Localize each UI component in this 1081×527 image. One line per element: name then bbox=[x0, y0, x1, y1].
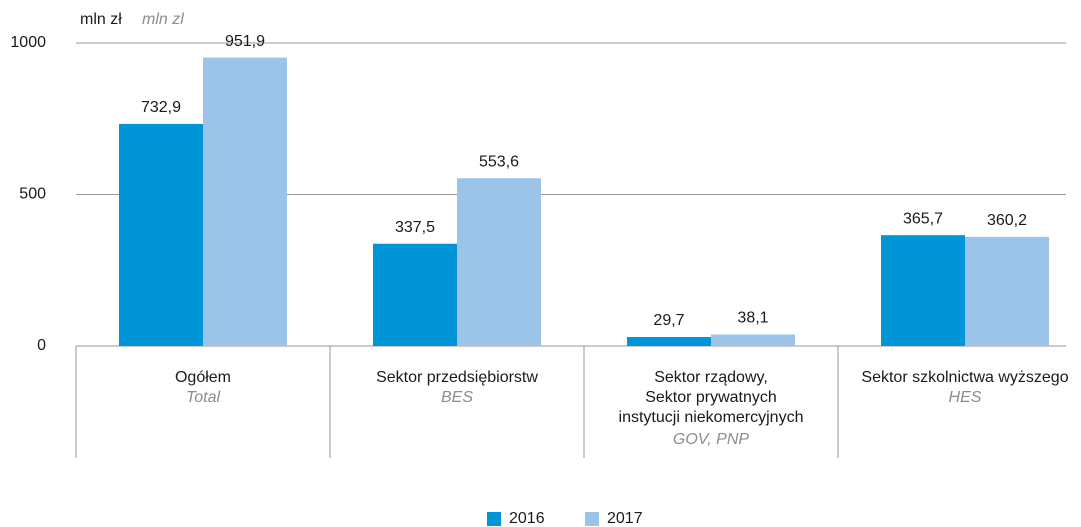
bar bbox=[881, 235, 965, 346]
value-label: 337,5 bbox=[395, 219, 435, 236]
y-unit: mln zł bbox=[80, 11, 122, 28]
x-tick-label: instytucji niekomercyjnych bbox=[619, 409, 804, 426]
value-label: 38,1 bbox=[737, 310, 768, 327]
x-tick-label: Sektor szkolnictwa wyższego bbox=[861, 369, 1068, 386]
legend-swatch bbox=[585, 512, 599, 526]
y-tick-label: 500 bbox=[19, 186, 46, 203]
y-tick-label: 0 bbox=[37, 337, 46, 354]
x-tick-subtitle: HES bbox=[949, 389, 982, 406]
x-tick-label: Sektor przedsiębiorstw bbox=[376, 369, 538, 386]
x-tick-label: Sektor prywatnych bbox=[645, 389, 777, 406]
x-tick-subtitle: BES bbox=[441, 389, 473, 406]
x-tick-subtitle: Total bbox=[186, 389, 221, 406]
value-label: 732,9 bbox=[141, 99, 181, 116]
bar bbox=[627, 337, 711, 346]
x-tick-subtitle: GOV, PNP bbox=[673, 431, 749, 448]
bar bbox=[965, 236, 1049, 346]
value-label: 365,7 bbox=[903, 210, 943, 227]
y-unit-en: mln zl bbox=[142, 11, 184, 28]
bar bbox=[373, 243, 457, 346]
value-label: 360,2 bbox=[987, 212, 1027, 229]
value-label: 29,7 bbox=[653, 312, 684, 329]
bar bbox=[119, 123, 203, 346]
y-tick-label: 1000 bbox=[10, 34, 46, 51]
bar bbox=[457, 178, 541, 346]
legend-label: 2017 bbox=[607, 510, 643, 527]
x-tick-label: Sektor rządowy, bbox=[654, 369, 768, 386]
legend-swatch bbox=[487, 512, 501, 526]
legend-label: 2016 bbox=[509, 510, 545, 527]
x-tick-label: Ogółem bbox=[175, 369, 231, 386]
bar bbox=[203, 57, 287, 346]
bar bbox=[711, 334, 795, 346]
value-label: 553,6 bbox=[479, 153, 519, 170]
value-label: 951,9 bbox=[225, 33, 265, 50]
